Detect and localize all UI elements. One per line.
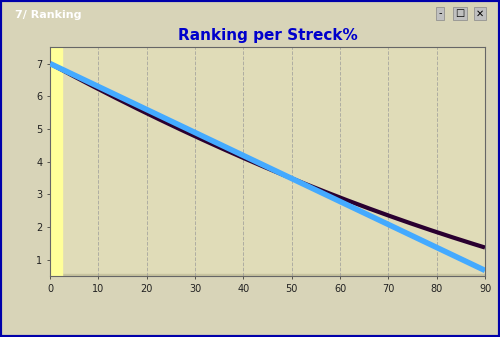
Linjär xyxy=(306,185,312,189)
med kvadrater xyxy=(404,220,409,224)
Linjär xyxy=(482,269,488,273)
Legend: Linjär, med kvadrater: Linjär, med kvadrater xyxy=(171,336,364,337)
Linjär xyxy=(254,160,260,164)
Text: -: - xyxy=(438,8,442,19)
med kvadrater xyxy=(472,242,478,246)
Linjär xyxy=(404,231,409,235)
med kvadrater xyxy=(282,174,288,178)
med kvadrater xyxy=(47,62,53,66)
Text: ✕: ✕ xyxy=(476,8,484,19)
Bar xyxy=(50,274,485,276)
Line: med kvadrater: med kvadrater xyxy=(50,64,485,248)
med kvadrater xyxy=(254,162,260,166)
Linjär xyxy=(47,62,53,66)
med kvadrater xyxy=(306,183,312,187)
Linjär xyxy=(256,161,262,165)
med kvadrater xyxy=(482,246,488,250)
med kvadrater xyxy=(256,163,262,167)
Text: 7/ Ranking: 7/ Ranking xyxy=(15,10,82,20)
Title: Ranking per Streck%: Ranking per Streck% xyxy=(178,28,358,43)
Bar xyxy=(50,47,62,276)
Line: Linjär: Linjär xyxy=(50,64,485,271)
Linjär xyxy=(282,174,288,178)
Text: □: □ xyxy=(456,8,464,19)
Linjär xyxy=(472,264,478,268)
